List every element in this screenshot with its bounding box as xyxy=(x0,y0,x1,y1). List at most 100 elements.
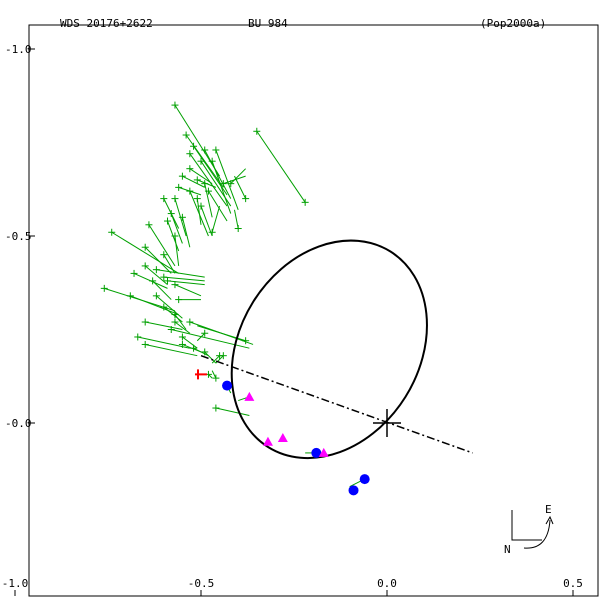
residual-line xyxy=(163,254,176,274)
interferometric-point xyxy=(222,380,233,391)
micrometric-point xyxy=(167,326,175,333)
residual-line xyxy=(193,347,209,357)
residual-line xyxy=(234,175,247,199)
micrometric-point xyxy=(186,165,194,173)
micrometric-point xyxy=(208,157,216,165)
micrometric-point xyxy=(193,195,201,203)
compass-north-label: N xyxy=(504,543,511,556)
micrometric-point xyxy=(141,318,149,326)
residual-line xyxy=(189,153,228,207)
x-tick-label: -0.5 xyxy=(188,577,215,590)
micrometric-point xyxy=(160,303,168,311)
micrometric-point xyxy=(160,195,168,203)
micrometric-point xyxy=(175,296,183,304)
micrometric-point xyxy=(171,311,179,319)
residual-line xyxy=(182,336,198,349)
micrometric-point xyxy=(160,251,168,259)
micrometric-point xyxy=(171,318,179,326)
x-tick-label: 0.5 xyxy=(563,577,583,590)
micrometric-point xyxy=(108,228,116,236)
micrometric-point xyxy=(182,131,190,139)
residual-line xyxy=(170,213,183,244)
residual-line xyxy=(181,217,191,248)
residual-line xyxy=(230,168,246,184)
micrometric-point xyxy=(152,292,160,300)
micrometric-point xyxy=(171,101,179,109)
residual-line xyxy=(163,276,205,282)
residual-line xyxy=(211,370,217,379)
micrometric-point xyxy=(186,187,194,195)
interferometric-triangle-point xyxy=(318,447,329,457)
plot-frame xyxy=(28,24,599,597)
compass: E N xyxy=(504,503,554,556)
compass-arrowhead xyxy=(545,515,554,525)
residual-line xyxy=(144,265,168,286)
residual-line xyxy=(204,149,232,199)
residual-line xyxy=(256,130,306,203)
micrometric-point xyxy=(152,266,160,274)
micrometric-point xyxy=(212,404,220,412)
micrometric-point xyxy=(201,348,209,356)
compass-rotation-arrow xyxy=(523,519,551,549)
interferometric-triangle-point xyxy=(277,432,288,442)
micrometric-point xyxy=(186,318,194,326)
interferometric-triangle-point xyxy=(262,436,273,446)
orbit-ellipse xyxy=(230,239,428,460)
micrometric-point xyxy=(145,221,153,229)
residual-line xyxy=(174,314,187,330)
residual-line xyxy=(148,224,176,267)
micrometric-point xyxy=(171,281,179,289)
residual-line xyxy=(137,336,190,349)
micrometric-point xyxy=(164,217,172,225)
micrometric-point xyxy=(190,344,198,352)
residual-line xyxy=(196,198,202,225)
micrometric-point xyxy=(201,329,209,337)
residual-line xyxy=(215,149,239,210)
micrometric-point xyxy=(178,172,186,180)
interferometric-point xyxy=(359,474,370,485)
compass-east-label: E xyxy=(545,503,552,516)
residual-line xyxy=(174,235,180,266)
micrometric-point xyxy=(201,180,209,188)
residual-line xyxy=(182,175,205,188)
y-tick-label: -0.0 xyxy=(5,417,32,430)
micrometric-point xyxy=(186,150,194,158)
x-tick-label: 0.0 xyxy=(377,577,397,590)
residual-line xyxy=(211,205,221,233)
micrometric-point xyxy=(167,210,175,218)
y-tick-label: -1.0 xyxy=(5,43,32,56)
residual-line xyxy=(145,343,198,357)
micrometric-point xyxy=(212,374,220,382)
header-ref: (Pop2000a) xyxy=(480,17,546,30)
micrometric-point xyxy=(193,176,201,184)
header-wds: WDS 20176+2622 xyxy=(60,17,153,30)
micrometric-point xyxy=(130,269,138,277)
interferometric-point xyxy=(348,485,359,496)
residual-line xyxy=(130,295,179,316)
micrometric-point xyxy=(197,157,205,165)
micrometric-point xyxy=(201,146,209,154)
micrometric-point xyxy=(253,127,261,135)
micrometric-point xyxy=(234,225,242,233)
residual-line xyxy=(200,205,213,237)
micrometric-point xyxy=(219,352,227,360)
first-observation-mark xyxy=(195,369,207,380)
micrometric-point xyxy=(242,337,250,345)
micrometric-point xyxy=(178,333,186,341)
residual-line xyxy=(111,231,179,274)
x-tick-label: -1.0 xyxy=(2,577,29,590)
micrometric-point xyxy=(190,142,198,150)
residual-line xyxy=(185,134,224,188)
line-of-nodes xyxy=(200,354,473,454)
residual-line xyxy=(211,355,220,364)
residual-line xyxy=(156,269,205,278)
interferometric-point xyxy=(311,447,322,458)
micrometric-point xyxy=(134,333,142,341)
residual-line xyxy=(167,280,205,286)
residual-line xyxy=(215,407,250,417)
micrometric-point xyxy=(212,146,220,154)
micrometric-point xyxy=(204,187,212,195)
micrometric-point xyxy=(171,195,179,203)
micrometric-point xyxy=(301,198,309,206)
residual-lines xyxy=(104,104,365,491)
